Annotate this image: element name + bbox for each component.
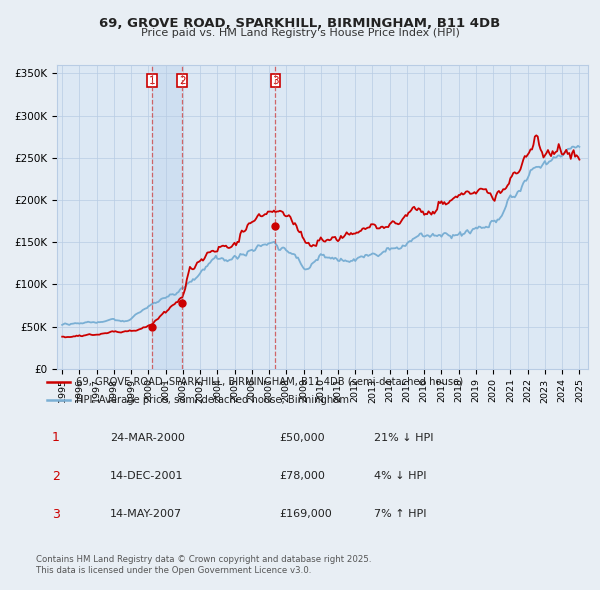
Text: 21% ↓ HPI: 21% ↓ HPI — [374, 433, 433, 442]
Text: 4% ↓ HPI: 4% ↓ HPI — [374, 471, 427, 481]
Bar — [152, 65, 182, 369]
Text: £169,000: £169,000 — [279, 510, 332, 519]
Text: 14-MAY-2007: 14-MAY-2007 — [110, 510, 182, 519]
Text: HPI: Average price, semi-detached house, Birmingham: HPI: Average price, semi-detached house,… — [76, 395, 349, 405]
Text: 2: 2 — [52, 470, 60, 483]
Text: 3: 3 — [272, 76, 279, 86]
Text: Price paid vs. HM Land Registry's House Price Index (HPI): Price paid vs. HM Land Registry's House … — [140, 28, 460, 38]
Text: 1: 1 — [149, 76, 155, 86]
Text: 3: 3 — [52, 508, 60, 521]
Text: 24-MAR-2000: 24-MAR-2000 — [110, 433, 185, 442]
Text: 2: 2 — [179, 76, 185, 86]
Text: 7% ↑ HPI: 7% ↑ HPI — [374, 510, 427, 519]
Text: Contains HM Land Registry data © Crown copyright and database right 2025.
This d: Contains HM Land Registry data © Crown c… — [36, 555, 371, 575]
Text: 1: 1 — [52, 431, 60, 444]
Text: 14-DEC-2001: 14-DEC-2001 — [110, 471, 184, 481]
Text: 69, GROVE ROAD, SPARKHILL, BIRMINGHAM, B11 4DB: 69, GROVE ROAD, SPARKHILL, BIRMINGHAM, B… — [100, 17, 500, 30]
Text: £50,000: £50,000 — [279, 433, 325, 442]
Text: £78,000: £78,000 — [279, 471, 325, 481]
Text: 69, GROVE ROAD, SPARKHILL, BIRMINGHAM, B11 4DB (semi-detached house): 69, GROVE ROAD, SPARKHILL, BIRMINGHAM, B… — [76, 377, 463, 387]
